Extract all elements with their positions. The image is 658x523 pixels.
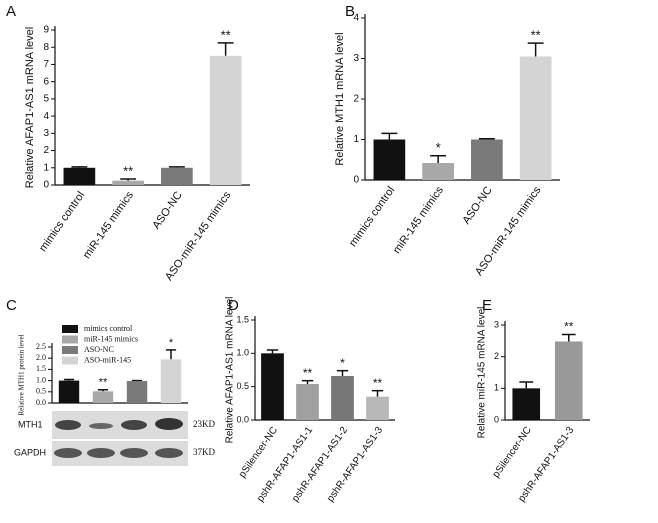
y-tick-label: 1.0 <box>36 375 46 384</box>
bar <box>519 56 552 180</box>
significance-label: ** <box>373 376 383 390</box>
bar <box>126 381 148 403</box>
blot-label: MTH1 <box>18 419 43 429</box>
y-tick-label: 3 <box>494 319 499 329</box>
y-tick-label: 2.0 <box>36 353 46 362</box>
bar <box>261 353 284 420</box>
y-tick-label: 8 <box>43 42 49 53</box>
bar <box>512 388 541 420</box>
blot-label: GAPDH <box>14 447 46 457</box>
x-tick-label: ASO-NC <box>150 189 184 231</box>
y-axis-label: Relative miR-145 mRNA level <box>477 307 488 439</box>
blot-band <box>87 448 115 458</box>
y-tick-label: 0.0 <box>36 398 46 407</box>
y-tick-label: 2 <box>43 145 49 156</box>
y-tick-label: 5 <box>43 94 49 105</box>
x-tick-label: mimics control <box>347 185 397 249</box>
panel-label: C <box>6 297 17 314</box>
significance-label: ** <box>221 27 231 42</box>
y-tick-label: 7 <box>43 59 49 70</box>
panel-label: E <box>482 297 492 314</box>
panel-label: D <box>228 297 239 314</box>
significance-label: ** <box>123 163 133 178</box>
bar <box>58 380 80 403</box>
bar <box>422 162 454 180</box>
x-tick-label: miR-145 mimics <box>81 189 136 261</box>
y-tick-label: 2 <box>353 94 359 105</box>
y-axis-label: Relative AFAP1-AS1 mRNA level <box>225 297 236 444</box>
legend-swatch <box>62 325 78 333</box>
x-tick-label: pSilencer-NC <box>491 425 534 480</box>
y-tick-label: 1 <box>43 162 49 173</box>
blot-band <box>121 420 147 430</box>
x-tick-label: miR-145 mimics <box>391 184 446 256</box>
y-tick-label: 3 <box>353 53 359 64</box>
legend-swatch <box>62 356 78 365</box>
blot-band <box>54 448 82 458</box>
y-tick-label: 0 <box>43 180 49 191</box>
blot-band <box>55 420 81 430</box>
y-tick-label: 1.5 <box>236 314 249 324</box>
legend-swatch <box>62 335 78 344</box>
y-tick-label: 4 <box>43 111 49 122</box>
significance-label: ** <box>303 366 313 380</box>
y-axis-label: Relative AFAP1-AS1 mRNA level <box>24 27 36 188</box>
blot-band <box>120 448 148 458</box>
panel-label: B <box>345 3 355 20</box>
y-tick-label: 6 <box>43 76 49 87</box>
legend-label: mimics control <box>84 324 133 333</box>
y-tick-label: 1 <box>353 134 359 145</box>
legend-label: miR-145 mimics <box>84 334 138 343</box>
bar <box>92 391 114 403</box>
y-axis-label: Relative MTH1 mRNA level <box>334 32 346 165</box>
significance-label: ** <box>531 28 541 43</box>
significance-label: * <box>169 337 174 349</box>
y-axis-label: Relative MTH1 protein level <box>18 334 26 415</box>
blot-band <box>89 423 113 429</box>
bar <box>160 359 182 403</box>
bar <box>373 139 406 180</box>
y-tick-label: 4 <box>353 13 359 24</box>
y-tick-label: 2.5 <box>36 342 46 351</box>
y-tick-label: 1 <box>494 383 499 393</box>
y-tick-label: 9 <box>43 25 49 36</box>
y-tick-label: 0 <box>353 175 359 186</box>
y-tick-label: 0.0 <box>236 414 249 424</box>
significance-label: ** <box>99 377 108 389</box>
blot-band <box>155 448 183 458</box>
bar <box>366 396 389 420</box>
y-tick-label: 1.5 <box>36 364 46 373</box>
bar <box>554 341 583 420</box>
y-tick-label: 0.5 <box>36 387 46 396</box>
panel-label: A <box>6 3 16 20</box>
blot-size: 37KD <box>193 447 215 457</box>
y-tick-label: 0 <box>494 414 499 424</box>
y-tick-label: 0.5 <box>236 381 249 391</box>
x-tick-label: ASO-NC <box>460 184 494 226</box>
y-tick-label: 1.0 <box>236 348 249 358</box>
x-tick-label: mimics control <box>37 190 87 254</box>
bar <box>63 167 96 185</box>
bar <box>112 180 144 185</box>
legend-swatch <box>62 346 78 354</box>
significance-label: ** <box>564 320 574 334</box>
bar <box>471 139 503 180</box>
bar <box>296 384 319 420</box>
bar <box>331 376 354 420</box>
significance-label: * <box>340 356 345 370</box>
y-tick-label: 2 <box>494 351 499 361</box>
bar <box>209 55 242 186</box>
legend-label: ASO-NC <box>84 345 114 354</box>
y-tick-label: 3 <box>43 128 49 139</box>
blot-band <box>155 418 183 430</box>
bar <box>161 167 193 185</box>
significance-label: * <box>436 140 441 155</box>
western-blot: MTH1 GAPDH 23KD 37KD <box>14 411 215 466</box>
blot-size: 23KD <box>193 419 215 429</box>
legend-label: ASO-miR-145 <box>84 355 131 364</box>
